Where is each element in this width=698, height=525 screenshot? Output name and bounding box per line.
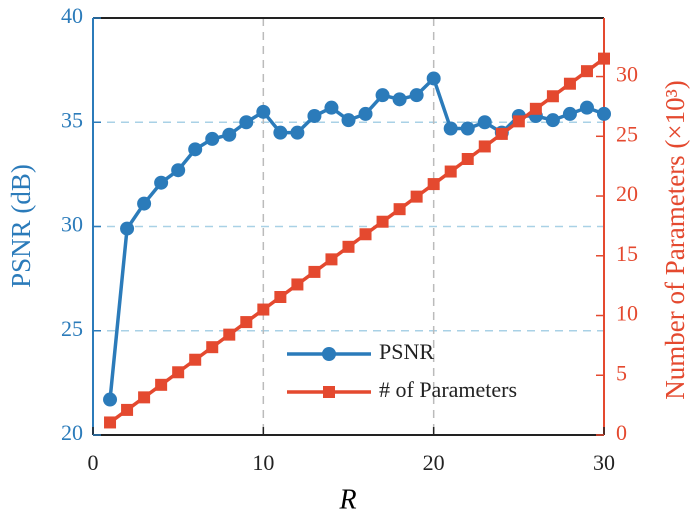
data-point (460, 121, 475, 136)
data-point (324, 100, 339, 115)
x-axis-title: R (338, 484, 356, 515)
data-point (137, 196, 152, 211)
data-point (529, 102, 542, 115)
data-point (358, 106, 373, 121)
x-tick-label: 10 (252, 450, 274, 475)
data-point (240, 316, 253, 329)
data-point (546, 90, 559, 103)
data-point (222, 127, 237, 142)
y2-tick-label: 25 (616, 121, 638, 146)
x-tick-label: 30 (593, 450, 615, 475)
data-point (291, 278, 304, 291)
legend-label: # of Parameters (379, 377, 517, 402)
data-point (189, 353, 202, 366)
legend-label: PSNR (379, 339, 434, 364)
data-point (325, 253, 338, 266)
y2-tick-label: 30 (616, 62, 638, 87)
data-point (545, 113, 560, 128)
data-point (563, 77, 576, 90)
data-point (103, 392, 118, 407)
data-point (426, 71, 441, 86)
data-point (138, 391, 151, 404)
data-point (256, 104, 271, 119)
data-point (410, 190, 423, 203)
y-tick-label: 20 (61, 420, 83, 445)
data-point (427, 178, 440, 191)
data-point (580, 65, 593, 78)
data-point (478, 140, 491, 153)
data-point (188, 142, 203, 157)
data-point (512, 115, 525, 128)
legend-marker (323, 386, 335, 398)
y-tick-label: 25 (61, 316, 83, 341)
data-point (341, 113, 356, 128)
data-point (171, 163, 186, 178)
data-point (443, 121, 458, 136)
legend-marker (322, 347, 336, 361)
y-tick-label: 40 (61, 3, 83, 28)
data-point (562, 106, 577, 121)
data-point (477, 115, 492, 130)
x-tick-label: 20 (423, 450, 445, 475)
data-point (273, 125, 288, 140)
data-point (307, 108, 322, 123)
data-point (154, 175, 169, 190)
y2-tick-label: 20 (616, 181, 638, 206)
data-point (392, 92, 407, 107)
data-point (290, 125, 305, 140)
data-point (223, 328, 236, 341)
x-tick-label: 0 (88, 450, 99, 475)
y-tick-label: 35 (61, 107, 83, 132)
data-point (359, 228, 372, 241)
data-point (308, 265, 321, 278)
data-point (120, 221, 135, 236)
data-point (495, 127, 508, 140)
data-point (579, 100, 594, 115)
data-point (172, 366, 185, 379)
data-point (104, 416, 117, 429)
data-point (444, 165, 457, 178)
y2-tick-label: 0 (616, 420, 627, 445)
y2-tick-label: 5 (616, 360, 627, 385)
data-point (461, 152, 474, 165)
data-point (239, 115, 254, 130)
data-point (257, 303, 270, 316)
data-point (376, 215, 389, 228)
y-tick-label: 30 (61, 212, 83, 237)
y2-axis-title: Number of Parameters (×10³) (660, 80, 690, 399)
data-point (375, 88, 390, 103)
y-axis-title: PSNR (dB) (6, 164, 36, 288)
data-point (205, 131, 220, 146)
y2-tick-label: 15 (616, 241, 638, 266)
data-point (598, 52, 610, 65)
data-point (155, 378, 168, 391)
data-point (206, 341, 219, 354)
data-point (274, 290, 287, 303)
data-point (393, 203, 406, 216)
data-point (409, 88, 424, 103)
data-point (121, 403, 134, 416)
data-point (597, 106, 611, 121)
y2-tick-label: 10 (616, 301, 638, 326)
data-point (342, 240, 355, 253)
